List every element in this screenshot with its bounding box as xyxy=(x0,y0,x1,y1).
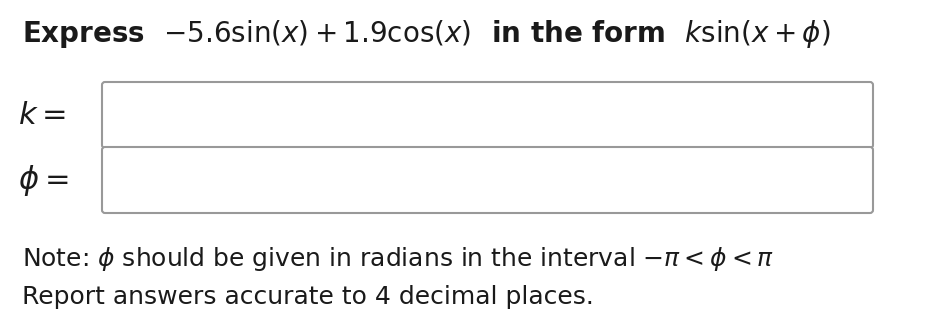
Text: Report answers accurate to 4 decimal places.: Report answers accurate to 4 decimal pla… xyxy=(22,285,593,309)
Text: $k =$: $k =$ xyxy=(18,101,66,129)
Text: Note: $\phi$ should be given in radians in the interval $-\pi < \phi < \pi$: Note: $\phi$ should be given in radians … xyxy=(22,245,775,273)
Text: $\phi =$: $\phi =$ xyxy=(18,162,68,198)
Text: Express  $-5.6\sin(x) + 1.9\cos(x)$  in the form  $k\sin(x + \phi)$: Express $-5.6\sin(x) + 1.9\cos(x)$ in th… xyxy=(22,18,830,50)
FancyBboxPatch shape xyxy=(102,147,873,213)
FancyBboxPatch shape xyxy=(102,82,873,148)
